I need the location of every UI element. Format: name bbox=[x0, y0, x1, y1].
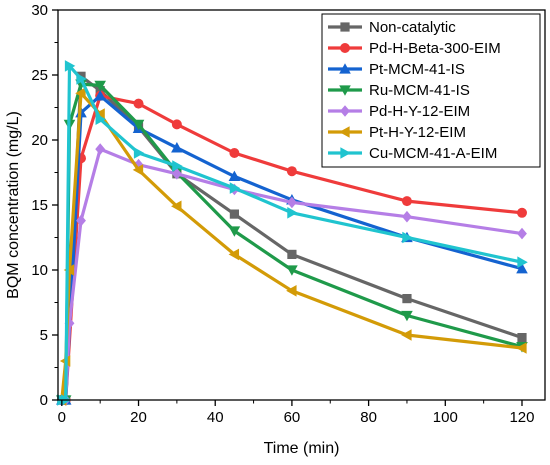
data-point bbox=[95, 143, 106, 155]
legend-item: Ru-MCM-41-IS bbox=[328, 82, 470, 99]
data-point bbox=[64, 60, 76, 72]
legend-item: Non-catalytic bbox=[328, 19, 456, 36]
data-point bbox=[171, 142, 183, 153]
data-point bbox=[286, 265, 298, 276]
legend-label: Pt-MCM-41-IS bbox=[369, 61, 465, 78]
data-point bbox=[402, 231, 413, 244]
legend-label: Pt-H-Y-12-EIM bbox=[369, 124, 466, 141]
data-point bbox=[75, 87, 86, 99]
data-point bbox=[228, 248, 240, 261]
data-point bbox=[286, 285, 297, 297]
data-point bbox=[517, 227, 527, 240]
data-point bbox=[172, 160, 183, 172]
legend-marker bbox=[340, 43, 350, 53]
legend-label: Pd-H-Y-12-EIM bbox=[369, 103, 470, 120]
data-point bbox=[401, 329, 412, 341]
data-point bbox=[229, 209, 239, 219]
legend-item: Pt-MCM-41-IS bbox=[328, 61, 465, 78]
data-point bbox=[94, 80, 106, 92]
data-point bbox=[516, 342, 527, 354]
data-point bbox=[287, 249, 297, 259]
legend-label: Ru-MCM-41-IS bbox=[369, 82, 470, 99]
x-tick-label: 100 bbox=[433, 409, 458, 426]
legend-marker bbox=[340, 105, 350, 117]
x-tick-label: 20 bbox=[130, 409, 147, 426]
data-point bbox=[95, 113, 106, 125]
x-tick-label: 120 bbox=[509, 409, 534, 426]
data-point bbox=[287, 207, 298, 219]
legend-marker bbox=[340, 147, 351, 159]
x-tick-label: 0 bbox=[58, 409, 66, 426]
y-tick-label: 25 bbox=[31, 67, 48, 84]
x-tick-label: 60 bbox=[284, 409, 301, 426]
data-point bbox=[402, 210, 412, 223]
data-point bbox=[171, 200, 182, 213]
data-point bbox=[63, 264, 75, 276]
data-point bbox=[401, 310, 413, 322]
data-point bbox=[76, 214, 86, 227]
data-point bbox=[229, 148, 240, 158]
data-point bbox=[133, 158, 144, 171]
y-tick-label: 5 bbox=[40, 327, 48, 344]
data-point bbox=[132, 119, 145, 131]
legend-item: Pd-H-Beta-300-EIM bbox=[328, 40, 501, 57]
y-tick-label: 10 bbox=[31, 262, 48, 279]
data-point bbox=[171, 119, 182, 130]
legend-label: Pd-H-Beta-300-EIM bbox=[369, 40, 501, 57]
data-point bbox=[228, 170, 241, 182]
data-point bbox=[94, 90, 106, 101]
series-line bbox=[61, 94, 523, 402]
x-tick-label: 80 bbox=[360, 409, 377, 426]
y-tick-label: 30 bbox=[31, 2, 48, 19]
data-point bbox=[76, 73, 87, 85]
legend-item: Pd-H-Y-12-EIM bbox=[328, 103, 470, 120]
data-point bbox=[516, 207, 527, 218]
legend-item: Pt-H-Y-12-EIM bbox=[328, 124, 466, 141]
y-tick-label: 0 bbox=[40, 392, 48, 409]
plot-area bbox=[56, 60, 528, 406]
legend-item: Cu-MCM-41-A-EIM bbox=[328, 145, 497, 162]
data-point bbox=[516, 262, 528, 274]
legend-marker bbox=[339, 126, 350, 138]
data-point bbox=[171, 168, 182, 180]
legend-label: Cu-MCM-41-A-EIM bbox=[369, 145, 497, 162]
y-axis-title: BQM concentration (mg/L) bbox=[5, 111, 22, 299]
data-point bbox=[132, 164, 144, 176]
legend-marker bbox=[339, 85, 351, 96]
legend-marker bbox=[339, 63, 351, 74]
data-point bbox=[94, 108, 105, 120]
y-tick-label: 20 bbox=[31, 132, 48, 149]
data-point bbox=[228, 226, 241, 237]
axes: 0 20 40 60 80 100 120 0 5 10 15 20 25 30 bbox=[31, 2, 546, 426]
y-tick-label: 15 bbox=[31, 197, 48, 214]
data-point bbox=[229, 182, 241, 194]
data-point bbox=[517, 256, 528, 268]
legend: Non-catalytic Pd-H-Beta-300-EIM Pt-MCM-41-… bbox=[321, 13, 541, 168]
data-point bbox=[401, 196, 412, 207]
legend-marker bbox=[340, 22, 350, 32]
data-point bbox=[133, 147, 145, 159]
data-point bbox=[133, 98, 144, 109]
data-point bbox=[286, 166, 297, 177]
data-point bbox=[517, 333, 527, 343]
legend-label: Non-catalytic bbox=[369, 19, 456, 36]
x-tick-label: 40 bbox=[207, 409, 224, 426]
data-point bbox=[402, 294, 412, 304]
data-point bbox=[286, 196, 297, 209]
x-axis-title: Time (min) bbox=[264, 440, 340, 457]
